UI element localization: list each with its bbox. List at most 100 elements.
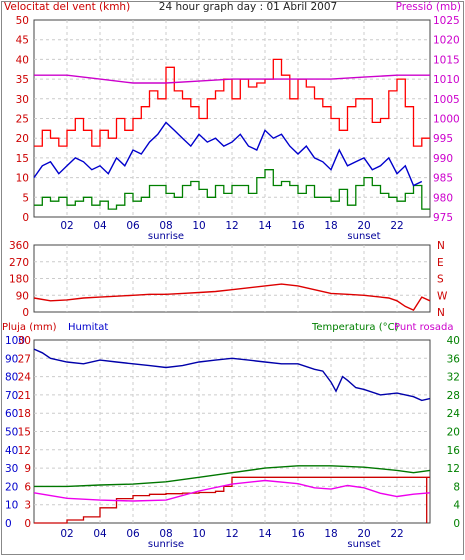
rain-y-tick-24: 24	[18, 372, 32, 384]
rain-y-tick-3: 3	[24, 500, 31, 512]
climate-panel-sunrise-label: sunrise	[148, 539, 184, 550]
wind-y-tick-5: 5	[22, 192, 29, 204]
wind-panel-x-tick-12: 12	[225, 220, 238, 232]
humidity-y-tick-50: 50	[5, 427, 18, 439]
rain-y-tick-27: 27	[18, 353, 31, 365]
wind-y-tick-0: 0	[22, 212, 29, 224]
climate-panel-x-tick-20: 20	[357, 528, 370, 540]
humidity-y-tick-100: 100	[5, 335, 25, 347]
pressure-y-tick-1010: 1010	[433, 74, 460, 86]
temp-y-tick-40: 40	[447, 335, 460, 347]
compass-label-0: N	[437, 240, 445, 252]
climate-panel-x-tick-14: 14	[258, 528, 272, 540]
wind-panel-x-tick-16: 16	[291, 220, 305, 232]
pressure-series	[34, 74, 430, 84]
compass-label-3: W	[437, 290, 448, 302]
dewpoint-series	[33, 479, 431, 502]
wind-panel-x-tick-22: 22	[390, 220, 403, 232]
pressure-y-tick-995: 995	[433, 133, 453, 145]
wind-y-tick-25: 25	[16, 114, 29, 126]
humidity-y-tick-20: 20	[5, 481, 18, 493]
humidity-y-tick-90: 90	[5, 353, 18, 365]
compass-label-1: E	[437, 257, 444, 269]
humidity-y-tick-80: 80	[5, 372, 18, 384]
humidity-y-tick-70: 70	[5, 390, 18, 402]
climate-panel-x-tick-04: 04	[93, 528, 107, 540]
humidity-axis-title: Humitat	[68, 322, 108, 333]
humidity-y-tick-10: 10	[5, 500, 18, 512]
pressure-y-tick-975: 975	[433, 212, 453, 224]
climate-panel-x-tick-06: 06	[126, 528, 140, 540]
humidity-y-tick-60: 60	[5, 408, 18, 420]
rain-y-tick-21: 21	[18, 390, 31, 402]
pressure-y-tick-1020: 1020	[433, 35, 460, 47]
temp-y-tick-28: 28	[447, 390, 460, 402]
compass-label-4: N	[437, 307, 445, 319]
pressure-y-tick-1000: 1000	[433, 114, 460, 126]
direction-y-tick-180: 180	[9, 274, 29, 286]
wind-y-tick-10: 10	[16, 173, 29, 185]
wind-y-tick-50: 50	[16, 15, 29, 27]
wind-panel-x-tick-02: 02	[60, 220, 73, 232]
humidity-y-tick-30: 30	[5, 463, 18, 475]
temp-y-tick-16: 16	[447, 445, 461, 457]
pressure-y-tick-985: 985	[433, 173, 453, 185]
temperature-series	[34, 465, 431, 488]
climate-panel-x-tick-18: 18	[324, 528, 337, 540]
temp-y-tick-4: 4	[453, 500, 460, 512]
rain-y-tick-9: 9	[24, 463, 31, 475]
pressure-axis-title: Pressió (mb)	[396, 1, 461, 13]
wind-avg-series	[33, 121, 423, 187]
climate-panel-x-tick-08: 08	[159, 528, 172, 540]
pressure-y-tick-1015: 1015	[433, 54, 460, 66]
wind-y-tick-45: 45	[16, 35, 29, 47]
temp-y-tick-36: 36	[447, 353, 461, 365]
direction-y-tick-0: 0	[22, 307, 29, 319]
climate-panel-sunset-label: sunset	[347, 539, 380, 550]
rain-y-tick-0: 0	[24, 518, 31, 530]
pressure-y-tick-990: 990	[433, 153, 453, 165]
wind-y-tick-20: 20	[16, 133, 29, 145]
wind-panel-x-tick-10: 10	[192, 220, 205, 232]
pressure-y-tick-1025: 1025	[433, 15, 460, 27]
climate-panel-x-tick-16: 16	[291, 528, 305, 540]
direction-y-tick-90: 90	[16, 290, 29, 302]
climate-panel-x-tick-10: 10	[192, 528, 205, 540]
humidity-y-tick-0: 0	[5, 518, 12, 530]
temp-y-tick-24: 24	[447, 408, 461, 420]
temp-y-tick-0: 0	[453, 518, 460, 530]
humidity-y-tick-40: 40	[5, 445, 18, 457]
rain-y-tick-15: 15	[18, 427, 31, 439]
direction-y-tick-270: 270	[9, 257, 29, 269]
wind-panel-x-tick-04: 04	[93, 220, 107, 232]
temperature-axis-title: Temperatura (°C)	[311, 322, 399, 333]
wind-y-tick-35: 35	[16, 74, 29, 86]
pressure-y-tick-1005: 1005	[433, 94, 460, 106]
wind-panel-sunset-label: sunset	[347, 231, 380, 242]
temp-y-tick-12: 12	[447, 463, 460, 475]
direction-y-tick-360: 360	[9, 240, 29, 252]
dewpoint-axis-title: Punt rosada	[394, 322, 453, 333]
wind-y-tick-30: 30	[16, 94, 29, 106]
climate-panel-x-tick-22: 22	[390, 528, 403, 540]
temp-y-tick-32: 32	[447, 372, 460, 384]
climate-panel-x-tick-02: 02	[60, 528, 73, 540]
wind-panel-x-tick-14: 14	[258, 220, 272, 232]
wind-direction-series	[33, 283, 431, 311]
wind-panel-x-tick-18: 18	[324, 220, 337, 232]
rain-y-tick-18: 18	[18, 408, 31, 420]
humidity-series	[33, 348, 431, 402]
compass-label-2: S	[437, 274, 444, 286]
rain-y-tick-12: 12	[18, 445, 31, 457]
wind-y-tick-15: 15	[16, 153, 29, 165]
rain-series	[34, 476, 430, 524]
wind-speed-axis-title: Velocitat del vent (kmh)	[4, 1, 130, 13]
temp-y-tick-20: 20	[447, 427, 460, 439]
wind-min-series	[34, 169, 430, 210]
wind-y-tick-40: 40	[16, 54, 29, 66]
rain-y-tick-30: 30	[18, 335, 31, 347]
wind-panel-sunrise-label: sunrise	[148, 231, 184, 242]
temp-y-tick-8: 8	[453, 481, 460, 493]
